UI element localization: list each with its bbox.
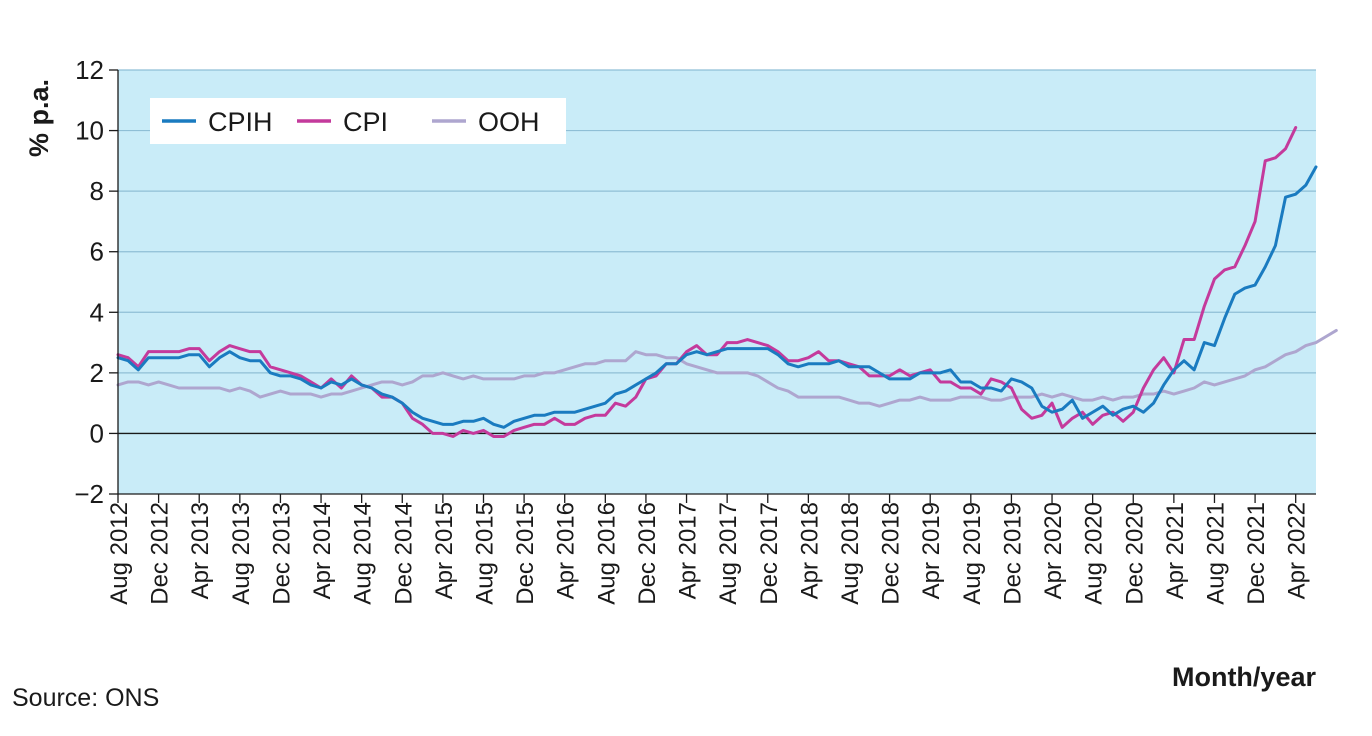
- x-tick-label: Dec 2015: [512, 502, 539, 605]
- x-tick-label: Dec 2018: [878, 502, 905, 605]
- legend-label-ooh: OOH: [478, 107, 540, 137]
- source-note: Source: ONS: [12, 684, 160, 712]
- series-lines: [116, 126, 1338, 438]
- x-axis-label: Month/year: [1172, 662, 1317, 692]
- series-line-cpih: [116, 165, 1318, 429]
- x-tick-label: Apr 2020: [1040, 502, 1067, 599]
- x-tick-label: Apr 2015: [431, 502, 458, 599]
- x-tick-label: Dec 2013: [268, 502, 295, 605]
- x-tick-label: Apr 2014: [309, 502, 336, 599]
- y-tick-label: 0: [90, 418, 104, 448]
- y-tick-label: 2: [90, 358, 104, 388]
- x-tick-label: Dec 2020: [1121, 502, 1148, 605]
- y-tick-label: 4: [90, 297, 104, 327]
- x-tick-label: Apr 2013: [187, 502, 214, 599]
- x-tick-label: Dec 2012: [147, 502, 174, 605]
- x-tick-label: Dec 2016: [634, 502, 661, 605]
- x-tick-label: Aug 2019: [959, 502, 986, 605]
- y-tick-label: 8: [90, 176, 104, 206]
- legend: CPIH CPI OOH: [150, 98, 566, 144]
- x-tick-label: Apr 2017: [675, 502, 702, 599]
- x-tick-label: Aug 2015: [471, 502, 498, 605]
- x-tick-label: Dec 2021: [1243, 502, 1270, 605]
- y-tick-label: 10: [75, 116, 104, 146]
- y-axis-label: % p.a.: [24, 79, 54, 157]
- x-tick-label: Aug 2018: [837, 502, 864, 605]
- x-tick-label: Apr 2022: [1284, 502, 1311, 599]
- x-tick-label: Dec 2019: [999, 502, 1026, 605]
- y-tick-label: −2: [74, 479, 104, 509]
- x-tick-label: Aug 2014: [350, 502, 377, 605]
- x-tick-label: Apr 2016: [553, 502, 580, 599]
- y-tick-label: 6: [90, 237, 104, 267]
- series-line-ooh: [116, 328, 1338, 408]
- x-tick-label: Dec 2014: [390, 502, 417, 605]
- y-tick-label: 12: [75, 55, 104, 85]
- x-tick-label: Aug 2021: [1202, 502, 1229, 605]
- x-tick-label: Aug 2012: [106, 502, 133, 605]
- x-tick-label: Apr 2018: [796, 502, 823, 599]
- x-tick-label: Aug 2013: [228, 502, 255, 605]
- x-tick-label: Apr 2019: [918, 502, 945, 599]
- y-axis-ticks: 12 10 8 6 4 2 0 −2: [74, 55, 118, 509]
- x-tick-label: Aug 2020: [1081, 502, 1108, 605]
- x-tick-label: Aug 2017: [715, 502, 742, 605]
- x-tick-label: Apr 2021: [1162, 502, 1189, 599]
- x-tick-label: Aug 2016: [593, 502, 620, 605]
- legend-label-cpi: CPI: [343, 107, 388, 137]
- x-tick-label: Dec 2017: [756, 502, 783, 605]
- x-axis-ticks: Aug 2012 Dec 2012 Apr 2013 Aug 2013 Dec 2013…: [106, 494, 1311, 605]
- legend-box: [150, 98, 566, 144]
- legend-label-cpih: CPIH: [208, 107, 273, 137]
